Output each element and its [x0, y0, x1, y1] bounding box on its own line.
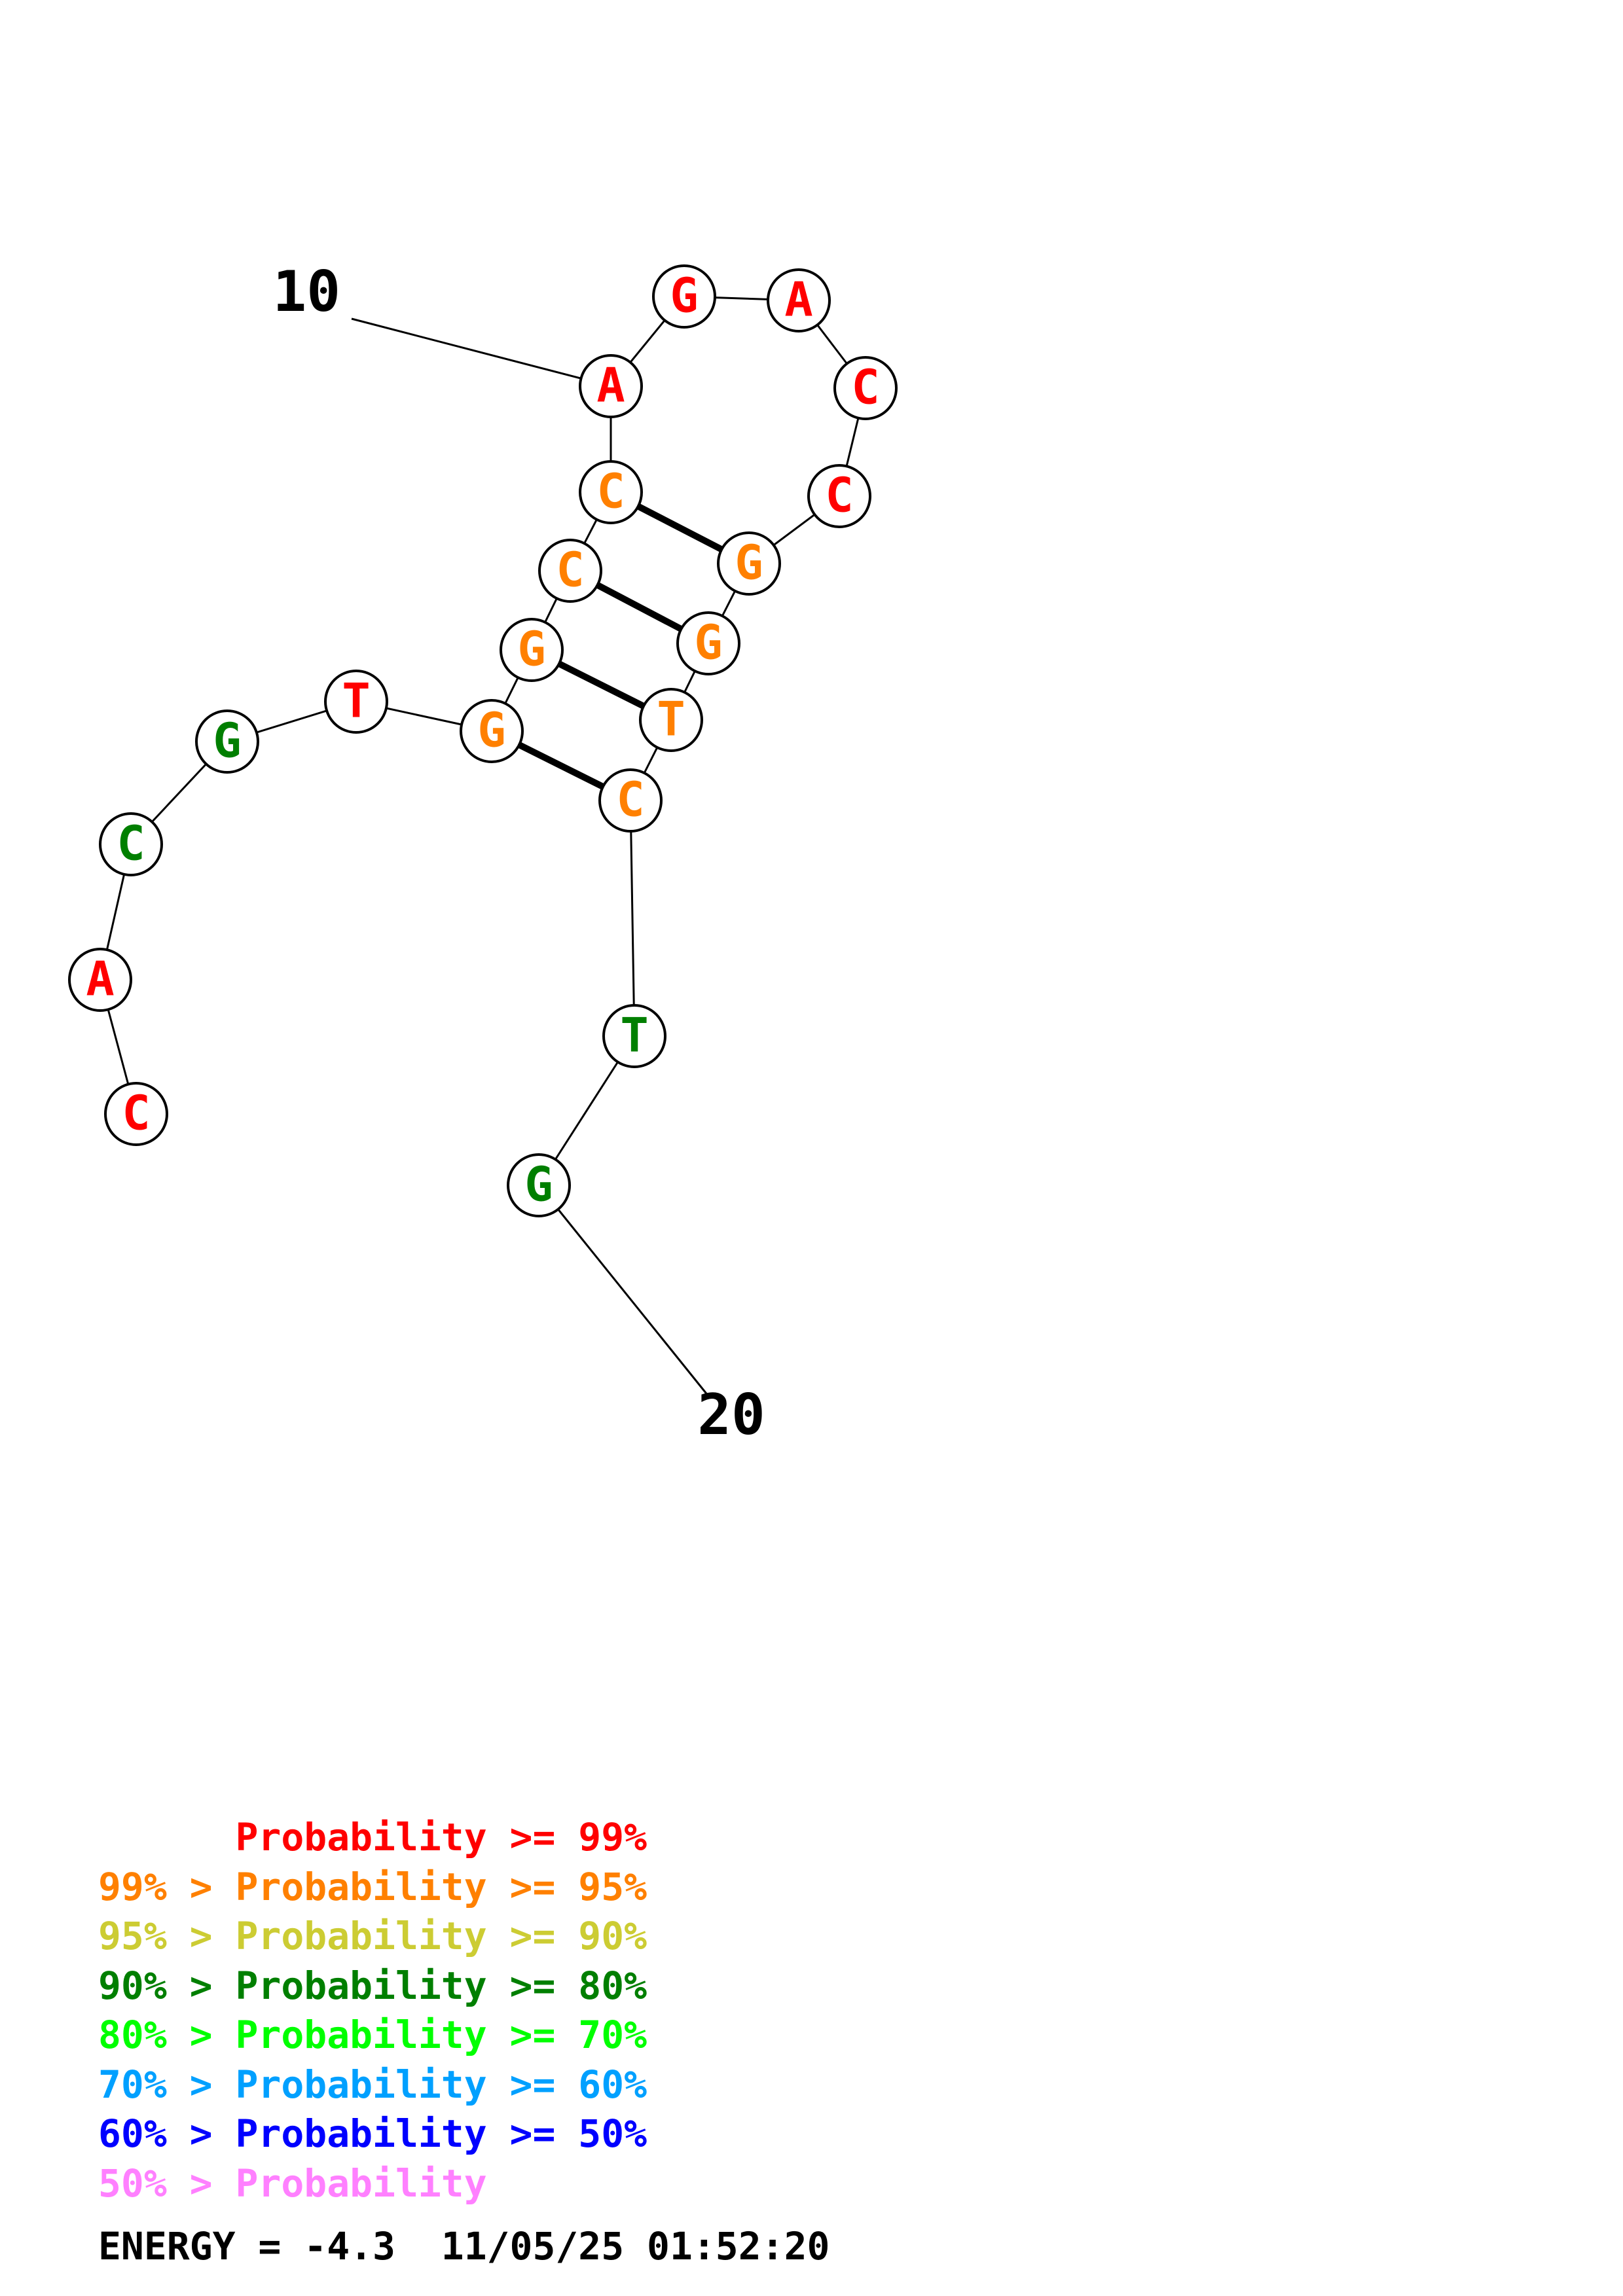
nucleotide-4: G [195, 709, 259, 774]
nucleotide-base: A [784, 272, 812, 327]
nucleotide-18: C [598, 768, 663, 833]
legend-row: 95% > Probability >= 90% [98, 1914, 647, 1958]
nucleotide-base: C [596, 464, 625, 519]
nucleotide-base: T [620, 1008, 648, 1063]
nucleotide-base: A [596, 358, 625, 413]
position-leader-line [538, 1185, 710, 1397]
nucleotide-circle [68, 948, 132, 1012]
nucleotide-19: T [602, 1004, 666, 1068]
nucleotide-circle [99, 812, 163, 876]
nucleotide-11: G [652, 264, 716, 329]
nucleotide-circle [676, 611, 740, 675]
energy-footer: ENERGY = -4.3 11/05/25 01:52:20 [98, 2224, 830, 2269]
nucleotide-15: G [717, 531, 781, 596]
nucleotide-base: G [517, 622, 545, 677]
nucleotide-14: C [807, 464, 871, 528]
nucleotide-base: G [524, 1157, 553, 1212]
nucleotide-circle [460, 699, 524, 763]
nucleotide-base: C [117, 816, 145, 871]
nucleotide-circle [807, 464, 871, 528]
nucleotide-circle [767, 268, 831, 332]
nucleotide-16: G [676, 611, 740, 675]
nucleotide-1: C [104, 1082, 168, 1146]
nucleotide-circle [500, 618, 564, 682]
nucleotide-7: G [500, 618, 564, 682]
nucleotide-circle [507, 1153, 571, 1217]
legend-row: 70% > Probability >= 60% [98, 2062, 647, 2107]
legend-row: 60% > Probability >= 50% [98, 2111, 647, 2156]
nucleotide-base: G [213, 713, 241, 768]
nucleotide-circle [717, 531, 781, 596]
nucleotide-circle [833, 356, 898, 420]
nucleotide-base: C [122, 1086, 150, 1141]
position-label-10: 10 [272, 259, 340, 325]
nucleotide-13: C [833, 356, 898, 420]
nucleotide-circle [652, 264, 716, 329]
legend-row: 80% > Probability >= 70% [98, 2013, 647, 2057]
position-label-20: 20 [697, 1382, 765, 1448]
nucleotide-12: A [767, 268, 831, 332]
legend-row: 90% > Probability >= 80% [98, 1963, 647, 2008]
nucleotide-base: G [477, 703, 505, 758]
nucleotide-9: C [579, 460, 643, 524]
nucleotide-circle [104, 1082, 168, 1146]
nucleotide-circle [579, 460, 643, 524]
nucleotide-20: G [507, 1153, 571, 1217]
legend-row: Probability >= 99% [98, 1815, 647, 1859]
legend-row: 99% > Probability >= 95% [98, 1864, 647, 1909]
nucleotide-2: A [68, 948, 132, 1012]
nucleotide-base: A [86, 952, 114, 1007]
legend-row: 50% > Probability [98, 2161, 510, 2206]
nucleotide-circle [538, 539, 602, 603]
nucleotide-base: C [825, 468, 853, 523]
nucleotide-10: A [579, 354, 643, 418]
nucleotide-circle [598, 768, 663, 833]
backbone-and-pair-lines [99, 295, 867, 1397]
position-labels: 10 20 [272, 259, 765, 1448]
nucleotide-base: G [670, 268, 698, 323]
nucleotide-5: T [324, 670, 388, 734]
nucleotide-base: G [735, 535, 763, 590]
nucleotide-circle [195, 709, 259, 774]
nucleotide-8: C [538, 539, 602, 603]
nucleotide-base: C [616, 772, 644, 827]
nucleotide-circle [639, 688, 703, 752]
nucleotide-3: C [99, 812, 163, 876]
nucleotide-base: C [851, 360, 879, 415]
nucleotide-circle [579, 354, 643, 418]
nucleotide-6: G [460, 699, 524, 763]
nucleotide-circle [602, 1004, 666, 1068]
nucleotide-base: C [556, 543, 584, 598]
backbone-segment [629, 800, 636, 1037]
nucleotide-base: T [657, 692, 685, 747]
position-leader-line [351, 317, 611, 387]
nucleotide-circle [324, 670, 388, 734]
nucleotide-17: T [639, 688, 703, 752]
nucleotide-base: T [342, 673, 370, 728]
probability-legend: Probability >= 99% 99% > Probability >= 9… [98, 1813, 647, 2208]
nucleotide-base: G [694, 615, 722, 670]
